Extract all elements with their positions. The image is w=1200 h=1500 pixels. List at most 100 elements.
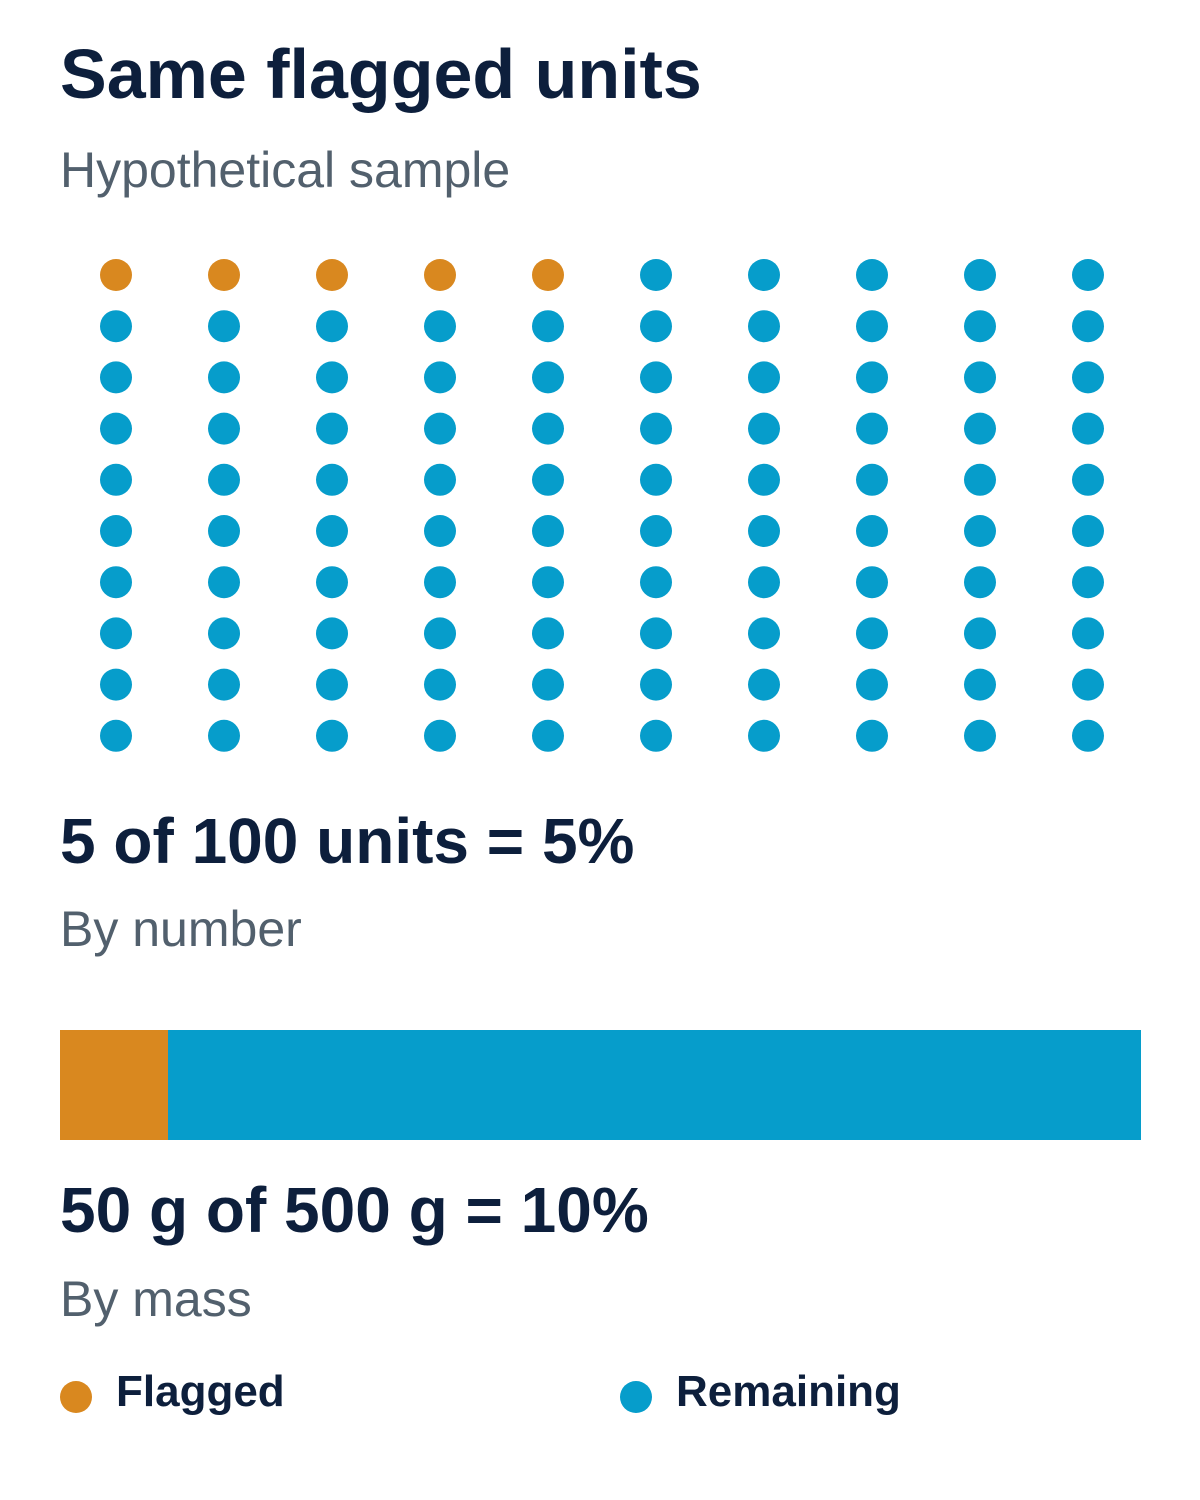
remaining-unit-dot [316, 515, 348, 547]
remaining-unit-dot [748, 361, 780, 394]
remaining-unit-dot [640, 719, 672, 752]
remaining-unit-dot [208, 719, 240, 752]
remaining-unit-dot [100, 617, 132, 650]
remaining-unit-dot [856, 412, 888, 445]
remaining-unit-dot [748, 259, 780, 291]
waffle-grid [100, 259, 1104, 752]
remaining-unit-dot [316, 361, 348, 394]
remaining-unit-dot [424, 463, 456, 496]
remaining-unit-dot [208, 361, 240, 394]
remaining-unit-dot [208, 668, 240, 701]
remaining-unit-dot [532, 515, 564, 547]
remaining-unit-dot [1072, 566, 1104, 599]
remaining-unit-dot [100, 412, 132, 445]
remaining-unit-dot [208, 515, 240, 547]
flagged-unit-dot [100, 259, 132, 291]
remaining-unit-dot [424, 310, 456, 343]
remaining-unit-dot [640, 617, 672, 650]
flagged-unit-dot [424, 259, 456, 291]
remaining-unit-dot [748, 463, 780, 496]
remaining-unit-dot [424, 668, 456, 701]
remaining-unit-dot [964, 361, 996, 394]
remaining-unit-dot [1072, 668, 1104, 701]
mass-caption: By mass [60, 1271, 252, 1327]
remaining-unit-dot [100, 515, 132, 547]
remaining-unit-dot [1072, 259, 1104, 291]
chart-title: Same flagged units [60, 35, 702, 113]
remaining-unit-dot [748, 515, 780, 547]
remaining-unit-dot [100, 310, 132, 343]
remaining-unit-dot [208, 566, 240, 599]
remaining-unit-dot [640, 259, 672, 291]
remaining-unit-dot [532, 617, 564, 650]
remaining-unit-dot [1072, 719, 1104, 752]
remaining-unit-dot [964, 259, 996, 291]
remaining-unit-dot [208, 463, 240, 496]
remaining-unit-dot [856, 617, 888, 650]
remaining-unit-dot [424, 719, 456, 752]
remaining-unit-dot [532, 566, 564, 599]
remaining-unit-dot [532, 361, 564, 394]
flagged-unit-dot [532, 259, 564, 291]
remaining-unit-dot [856, 310, 888, 343]
remaining-unit-dot [1072, 617, 1104, 650]
remaining-unit-dot [856, 361, 888, 394]
remaining-unit-dot [856, 566, 888, 599]
remaining-unit-dot [316, 310, 348, 343]
remaining-unit-dot [532, 463, 564, 496]
remaining-unit-dot [424, 515, 456, 547]
remaining-unit-dot [640, 310, 672, 343]
remaining-unit-dot [640, 515, 672, 547]
remaining-unit-dot [424, 361, 456, 394]
remaining-unit-dot [100, 719, 132, 752]
remaining-unit-dot [640, 412, 672, 445]
number-caption: By number [60, 901, 302, 957]
remaining-unit-dot [856, 515, 888, 547]
number-statement: 5 of 100 units = 5% [60, 805, 635, 877]
remaining-unit-dot [532, 668, 564, 701]
remaining-unit-dot [100, 668, 132, 701]
remaining-unit-dot [964, 566, 996, 599]
mass-bar-remaining-segment [168, 1030, 1141, 1140]
mass-bar [60, 1030, 1141, 1140]
remaining-unit-dot [640, 668, 672, 701]
remaining-unit-dot [532, 719, 564, 752]
legend-item-remaining: Remaining [620, 1366, 901, 1418]
remaining-unit-dot [1072, 463, 1104, 496]
remaining-unit-dot [856, 463, 888, 496]
remaining-unit-dot [748, 310, 780, 343]
remaining-unit-dot [316, 412, 348, 445]
remaining-unit-dot [964, 617, 996, 650]
remaining-unit-dot [964, 719, 996, 752]
remaining-unit-dot [856, 668, 888, 701]
flagged-unit-dot [208, 259, 240, 291]
remaining-unit-dot [532, 310, 564, 343]
remaining-unit-dot [748, 412, 780, 445]
remaining-unit-dot [1072, 310, 1104, 343]
remaining-unit-dot [208, 617, 240, 650]
remaining-unit-dot [208, 310, 240, 343]
legend-flagged-label: Flagged [116, 1367, 285, 1416]
remaining-unit-dot [640, 566, 672, 599]
remaining-unit-dot [964, 463, 996, 496]
remaining-unit-dot [856, 259, 888, 291]
mass-bar-flagged-segment [60, 1030, 169, 1140]
remaining-unit-dot [316, 463, 348, 496]
remaining-unit-dot [748, 668, 780, 701]
remaining-unit-dot [100, 566, 132, 599]
legend-item-flagged: Flagged [60, 1366, 285, 1418]
remaining-unit-dot [964, 515, 996, 547]
flagged-unit-dot [316, 259, 348, 291]
legend-flagged-swatch [60, 1381, 92, 1413]
remaining-unit-dot [316, 566, 348, 599]
remaining-unit-dot [856, 719, 888, 752]
remaining-unit-dot [748, 617, 780, 650]
remaining-unit-dot [748, 566, 780, 599]
remaining-unit-dot [640, 463, 672, 496]
legend-remaining-swatch [620, 1381, 652, 1413]
remaining-unit-dot [316, 668, 348, 701]
remaining-unit-dot [964, 668, 996, 701]
remaining-unit-dot [100, 463, 132, 496]
chart-subtitle: Hypothetical sample [60, 142, 511, 198]
remaining-unit-dot [424, 617, 456, 650]
